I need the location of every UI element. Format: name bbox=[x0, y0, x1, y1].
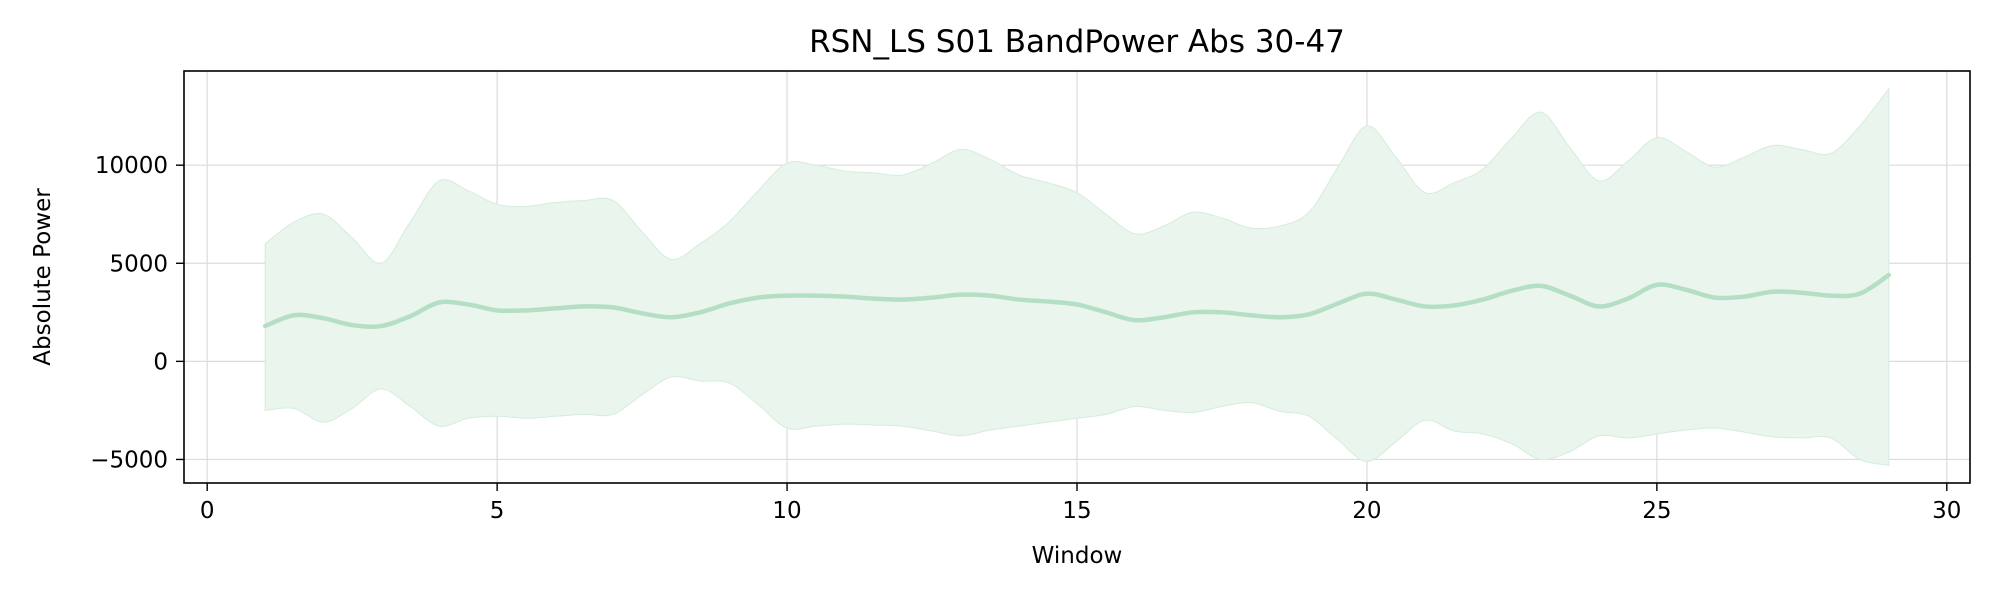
y-tick-label: −5000 bbox=[90, 447, 168, 473]
x-tick-label: 15 bbox=[1062, 498, 1091, 524]
ticks: 0 5 10 15 20 25 30 −5000 0 5000 10000 bbox=[90, 153, 1961, 524]
x-tick-label: 30 bbox=[1932, 498, 1961, 524]
y-tick-label: 10000 bbox=[95, 153, 168, 179]
y-tick-label: 5000 bbox=[109, 251, 168, 277]
y-tick-label: 0 bbox=[153, 349, 168, 375]
x-tick-label: 20 bbox=[1352, 498, 1381, 524]
series-line bbox=[262, 272, 1892, 329]
y-axis-label: Absolute Power bbox=[30, 188, 56, 366]
x-tick-label: 0 bbox=[200, 498, 215, 524]
x-tick-label: 5 bbox=[490, 498, 505, 524]
x-tick-label: 25 bbox=[1642, 498, 1671, 524]
chart-title: RSN_LS S01 BandPower Abs 30-47 bbox=[809, 24, 1345, 60]
x-tick-label: 10 bbox=[772, 498, 801, 524]
x-axis-label: Window bbox=[1032, 543, 1123, 569]
confidence-band bbox=[264, 87, 1890, 466]
plot-area bbox=[262, 87, 1892, 466]
